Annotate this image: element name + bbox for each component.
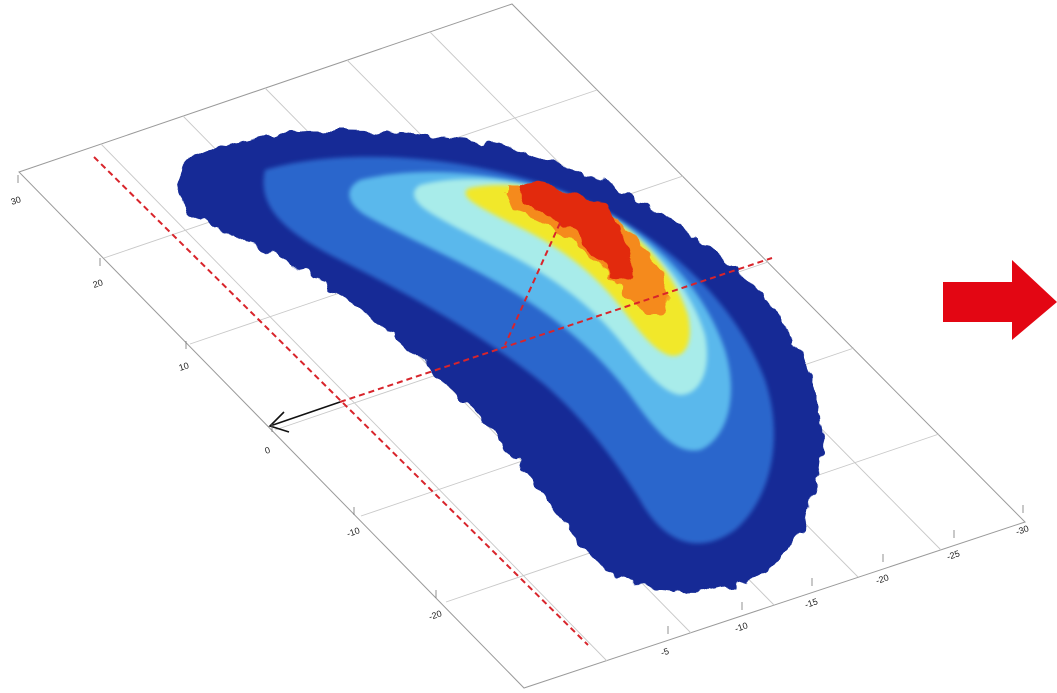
x-tick-label: 10 bbox=[178, 360, 191, 373]
surface-peak bbox=[518, 182, 632, 282]
x-tick-label: 0 bbox=[264, 445, 272, 456]
dashed-line-cross bbox=[339, 257, 773, 403]
surface-mesh bbox=[178, 129, 821, 592]
y-tick-label: -30 bbox=[1015, 523, 1030, 537]
red-arrow-icon bbox=[943, 260, 1057, 340]
x-tick-label: 30 bbox=[10, 194, 23, 207]
y-tick-label: -15 bbox=[804, 596, 819, 610]
surface-orange-band bbox=[505, 187, 667, 315]
x-tick-label: 20 bbox=[92, 277, 105, 290]
x-tick-label: -10 bbox=[346, 525, 361, 539]
x-tick-labels: 30 20 10 0 -10 -20 bbox=[10, 175, 443, 622]
y-tick-label: -20 bbox=[875, 572, 890, 586]
y-tick-labels: -5 -10 -15 -20 -25 -30 bbox=[660, 505, 1030, 658]
surface-yellow-band bbox=[465, 185, 690, 356]
dashed-line-left bbox=[93, 156, 589, 646]
y-tick-label: -10 bbox=[734, 620, 749, 634]
dashed-line-ridge bbox=[504, 222, 561, 346]
floor-plane bbox=[18, 3, 1026, 689]
dashed-guide-lines bbox=[93, 156, 773, 646]
x-tick-label: -20 bbox=[428, 608, 443, 622]
origin-arrow bbox=[268, 401, 341, 433]
y-tick-label: -25 bbox=[946, 548, 961, 562]
y-tick-label: -5 bbox=[660, 646, 671, 658]
surface-cyan-band bbox=[414, 179, 708, 395]
